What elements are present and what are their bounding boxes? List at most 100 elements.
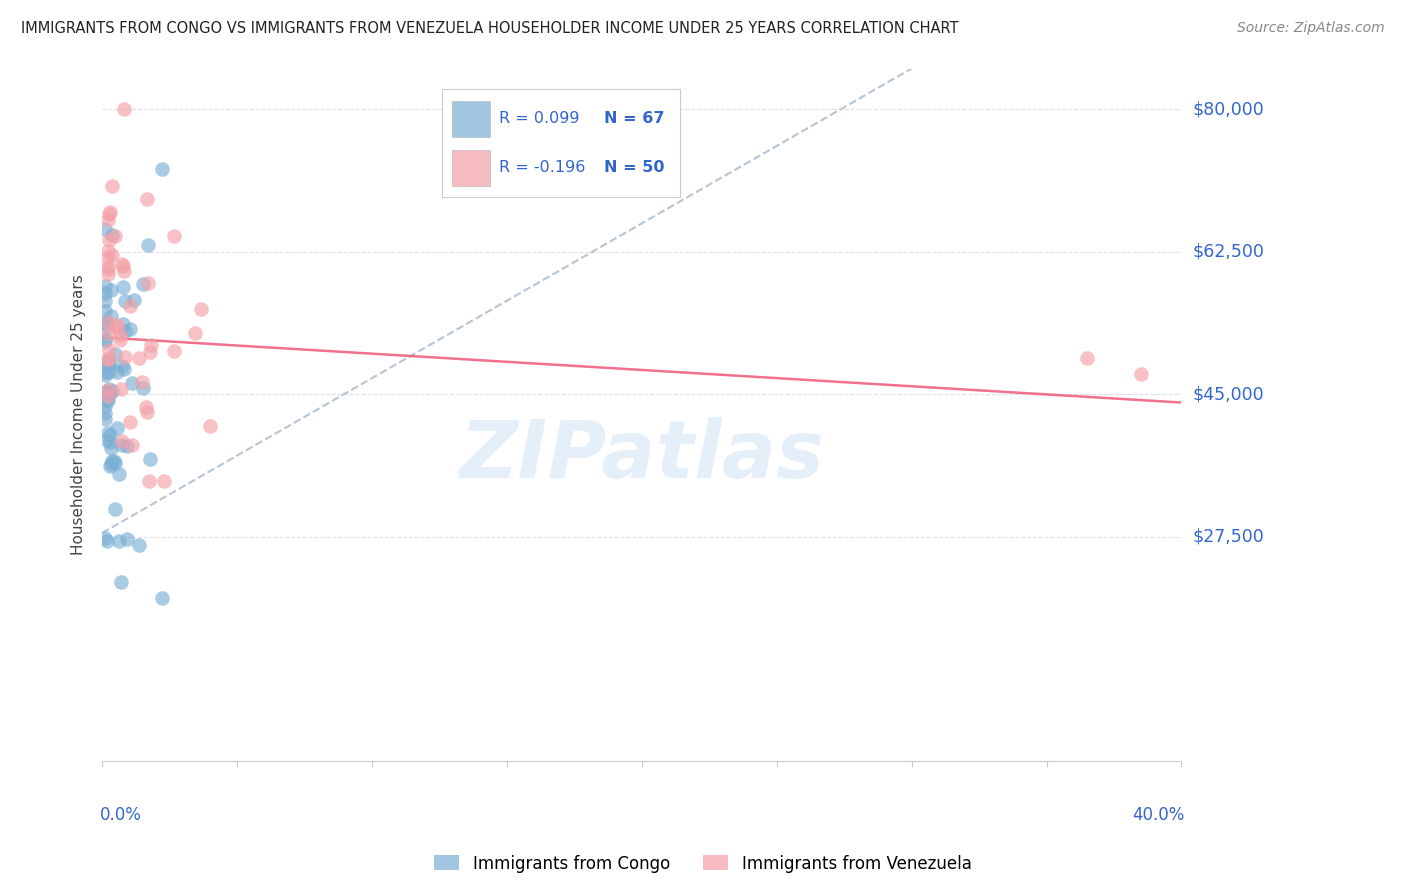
Point bbox=[105, 365, 128, 379]
Point bbox=[94, 399, 117, 413]
Point bbox=[128, 351, 150, 366]
Point bbox=[120, 415, 142, 429]
Point bbox=[136, 276, 159, 290]
Point bbox=[111, 257, 134, 271]
Point bbox=[97, 352, 120, 367]
Point bbox=[150, 591, 173, 606]
Text: IMMIGRANTS FROM CONGO VS IMMIGRANTS FROM VENEZUELA HOUSEHOLDER INCOME UNDER 25 Y: IMMIGRANTS FROM CONGO VS IMMIGRANTS FROM… bbox=[21, 21, 959, 36]
Point bbox=[115, 439, 138, 453]
Point bbox=[100, 178, 122, 193]
Point bbox=[94, 285, 117, 300]
Point bbox=[198, 419, 221, 434]
Point bbox=[112, 102, 135, 116]
Point bbox=[138, 345, 160, 359]
Point bbox=[97, 315, 120, 329]
Point bbox=[100, 441, 122, 455]
Text: $27,500: $27,500 bbox=[1192, 528, 1264, 546]
Text: ZIPatlas: ZIPatlas bbox=[460, 417, 824, 495]
Point bbox=[112, 264, 135, 278]
Point bbox=[131, 277, 153, 291]
Legend: Immigrants from Congo, Immigrants from Venezuela: Immigrants from Congo, Immigrants from V… bbox=[427, 848, 979, 880]
Point bbox=[97, 207, 120, 221]
Point bbox=[138, 474, 160, 488]
Point bbox=[104, 502, 127, 516]
Point bbox=[112, 260, 135, 274]
Point bbox=[94, 368, 117, 382]
Point bbox=[114, 324, 136, 338]
Point bbox=[104, 347, 127, 361]
Point bbox=[104, 229, 127, 244]
Point bbox=[98, 343, 121, 357]
Text: 40.0%: 40.0% bbox=[1132, 805, 1184, 824]
Point bbox=[135, 400, 157, 414]
Point bbox=[105, 421, 128, 435]
Point bbox=[190, 301, 212, 316]
Point bbox=[104, 456, 127, 470]
Point bbox=[97, 354, 120, 368]
Point bbox=[100, 248, 122, 262]
Point bbox=[121, 438, 143, 452]
Point bbox=[98, 205, 121, 219]
Point bbox=[110, 328, 132, 343]
Point bbox=[114, 293, 136, 308]
Point bbox=[122, 293, 145, 308]
Point bbox=[100, 454, 122, 468]
Point bbox=[1130, 367, 1153, 381]
Point bbox=[101, 228, 124, 243]
Point bbox=[96, 434, 118, 448]
Point bbox=[136, 237, 159, 252]
Point bbox=[111, 434, 134, 448]
Point bbox=[97, 244, 120, 258]
Point bbox=[94, 304, 117, 318]
Point bbox=[97, 389, 120, 403]
Point bbox=[94, 411, 117, 425]
Point bbox=[94, 334, 117, 348]
Point bbox=[98, 326, 121, 340]
Point bbox=[153, 474, 176, 488]
Point bbox=[94, 279, 117, 293]
Point bbox=[128, 538, 150, 552]
Point bbox=[108, 534, 131, 549]
Point bbox=[98, 458, 121, 473]
Point bbox=[97, 384, 120, 398]
Point bbox=[96, 533, 118, 548]
Text: Source: ZipAtlas.com: Source: ZipAtlas.com bbox=[1237, 21, 1385, 35]
Point bbox=[108, 333, 131, 347]
Point bbox=[94, 293, 117, 308]
Point bbox=[135, 192, 157, 206]
Point bbox=[94, 317, 117, 331]
Point bbox=[97, 358, 120, 372]
Point bbox=[132, 381, 155, 395]
Point bbox=[98, 382, 121, 396]
Point bbox=[97, 234, 120, 248]
Point bbox=[96, 319, 118, 334]
Point bbox=[97, 425, 120, 440]
Point bbox=[118, 299, 141, 313]
Point bbox=[100, 384, 122, 399]
Point bbox=[112, 318, 135, 332]
Point bbox=[184, 326, 207, 340]
Point bbox=[162, 229, 184, 244]
Text: $80,000: $80,000 bbox=[1192, 100, 1264, 119]
Point bbox=[96, 384, 118, 399]
Point bbox=[97, 262, 120, 277]
Point bbox=[100, 457, 122, 471]
Point bbox=[100, 309, 122, 323]
Point bbox=[97, 351, 120, 366]
Point bbox=[100, 283, 122, 297]
Point bbox=[97, 251, 120, 265]
Point bbox=[131, 376, 153, 390]
Point bbox=[97, 267, 120, 281]
Point bbox=[94, 384, 117, 399]
Point bbox=[120, 322, 142, 336]
Point bbox=[139, 338, 162, 352]
Point bbox=[96, 392, 118, 407]
Point bbox=[94, 406, 117, 420]
Point bbox=[121, 376, 143, 390]
Text: 0.0%: 0.0% bbox=[100, 805, 142, 824]
Point bbox=[111, 280, 134, 294]
Text: $62,500: $62,500 bbox=[1192, 243, 1264, 260]
Point bbox=[94, 221, 117, 235]
Point bbox=[98, 428, 121, 442]
Point bbox=[114, 362, 136, 376]
